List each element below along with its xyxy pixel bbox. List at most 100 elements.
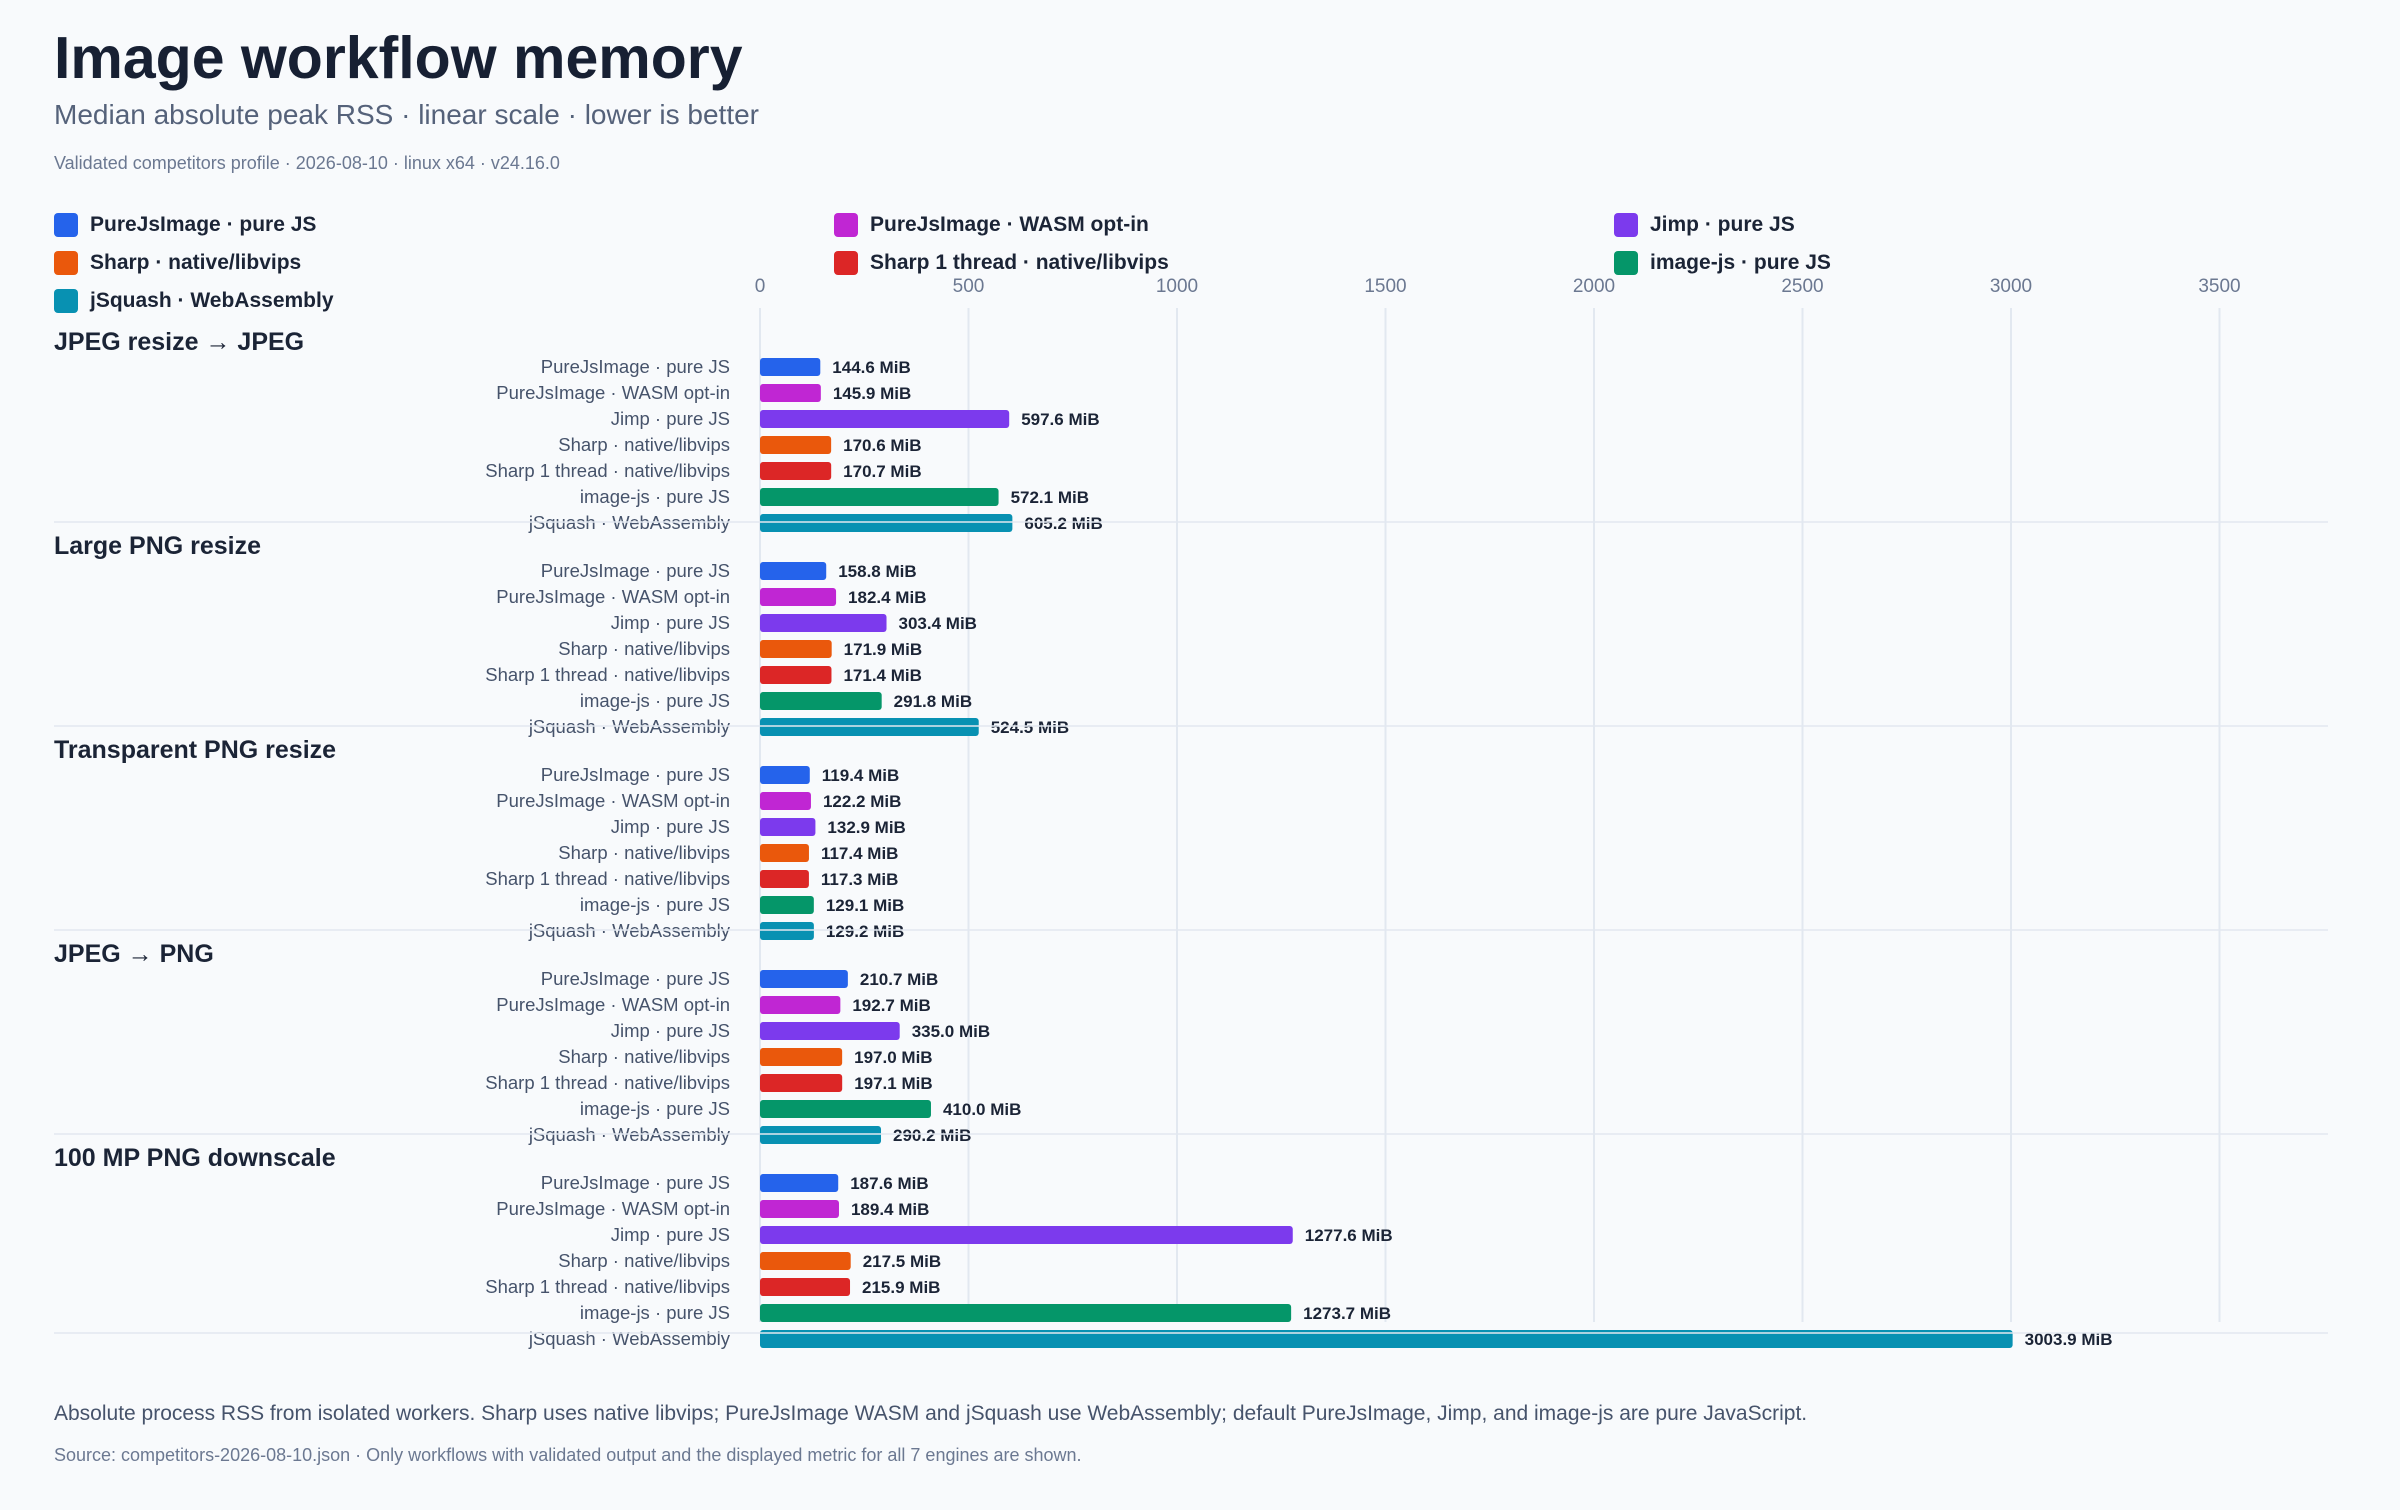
value-label: 3003.9 MiB (2025, 1330, 2113, 1349)
row-label: PureJsImage · WASM opt-in (496, 586, 730, 607)
bar (760, 588, 837, 606)
legend-item: Sharp 1 thread · native/libvips (834, 250, 1169, 276)
value-label: 171.9 MiB (844, 640, 922, 659)
value-label: 129.1 MiB (826, 896, 904, 915)
value-label: 572.1 MiB (1011, 488, 1089, 507)
legend-label: image-js · pure JS (1650, 251, 1831, 274)
x-tick-label: 500 (953, 276, 985, 297)
value-label: 171.4 MiB (843, 666, 921, 685)
value-label: 145.9 MiB (833, 384, 911, 403)
value-label: 524.5 MiB (991, 718, 1069, 737)
legend-item: jSquash · WebAssembly (54, 288, 334, 314)
bar (760, 436, 832, 454)
row-label: Jimp · pure JS (611, 1020, 730, 1041)
row-label: Sharp 1 thread · native/libvips (485, 868, 730, 889)
bar (760, 358, 821, 376)
value-label: 170.6 MiB (843, 436, 921, 455)
value-label: 1273.7 MiB (1303, 1304, 1391, 1323)
value-label: 122.2 MiB (823, 792, 901, 811)
legend-item: Sharp · native/libvips (54, 250, 301, 276)
legend-item: Jimp · pure JS (1614, 212, 1795, 238)
value-label: 144.6 MiB (832, 358, 910, 377)
group-title: JPEG → PNG (54, 940, 214, 968)
value-label: 182.4 MiB (848, 588, 926, 607)
bar (760, 1022, 900, 1040)
row-label: Jimp · pure JS (611, 408, 730, 429)
value-label: 132.9 MiB (827, 818, 905, 837)
legend-swatch (1614, 213, 1638, 237)
bar (760, 792, 811, 810)
bar (760, 1252, 851, 1270)
group-title: Large PNG resize (54, 532, 261, 560)
bar (760, 896, 814, 914)
value-label: 605.2 MiB (1024, 514, 1102, 533)
legend-swatch (1614, 251, 1638, 275)
value-label: 215.9 MiB (862, 1278, 940, 1297)
row-label: PureJsImage · pure JS (541, 764, 730, 785)
bar (760, 970, 848, 988)
value-label: 290.2 MiB (893, 1126, 971, 1145)
value-label: 210.7 MiB (860, 970, 938, 989)
value-label: 597.6 MiB (1021, 410, 1099, 429)
row-label: image-js · pure JS (580, 1098, 730, 1119)
bar (760, 1304, 1292, 1322)
bar (760, 1226, 1293, 1244)
group-title: JPEG resize → JPEG (54, 328, 304, 356)
row-label: image-js · pure JS (580, 486, 730, 507)
chart-source: Source: competitors-2026-08-10.json · On… (54, 1445, 1082, 1465)
value-label: 197.1 MiB (854, 1074, 932, 1093)
row-label: Sharp 1 thread · native/libvips (485, 1072, 730, 1093)
row-label: Jimp · pure JS (611, 816, 730, 837)
bar (760, 514, 1013, 532)
legend-item: PureJsImage · WASM opt-in (834, 212, 1149, 238)
row-label: PureJsImage · WASM opt-in (496, 994, 730, 1015)
value-label: 303.4 MiB (899, 614, 977, 633)
bar (760, 410, 1010, 428)
bar (760, 996, 841, 1014)
bar (760, 1278, 851, 1296)
row-label: Sharp 1 thread · native/libvips (485, 664, 730, 685)
x-tick-label: 2500 (1781, 276, 1823, 297)
value-label: 117.3 MiB (821, 870, 899, 889)
group-title: 100 MP PNG downscale (54, 1144, 336, 1172)
legend-label: PureJsImage · pure JS (90, 213, 317, 236)
row-label: PureJsImage · WASM opt-in (496, 790, 730, 811)
value-label: 119.4 MiB (822, 766, 900, 785)
bar (760, 1126, 882, 1144)
value-label: 192.7 MiB (852, 996, 930, 1015)
x-tick-label: 3500 (2198, 276, 2240, 297)
bar (760, 488, 999, 506)
legend-label: Sharp 1 thread · native/libvips (870, 251, 1169, 274)
bar (760, 1048, 843, 1066)
bar (760, 844, 809, 862)
bar (760, 666, 832, 684)
legend-label: Jimp · pure JS (1650, 213, 1795, 236)
row-label: PureJsImage · pure JS (541, 968, 730, 989)
legend-swatch (54, 289, 78, 313)
group-title: Transparent PNG resize (54, 736, 336, 764)
chart-title: Image workflow memory (54, 25, 743, 91)
x-tick-label: 1000 (1156, 276, 1198, 297)
bar (760, 922, 814, 940)
x-tick-label: 0 (755, 276, 766, 297)
value-label: 197.0 MiB (854, 1048, 932, 1067)
bar (760, 1100, 931, 1118)
row-label: image-js · pure JS (580, 894, 730, 915)
value-label: 1277.6 MiB (1305, 1226, 1393, 1245)
value-label: 291.8 MiB (894, 692, 972, 711)
value-label: 117.4 MiB (821, 844, 899, 863)
row-label: Sharp · native/libvips (558, 1046, 730, 1067)
bar (760, 692, 882, 710)
row-label: jSquash · WebAssembly (528, 1328, 731, 1349)
value-label: 189.4 MiB (851, 1200, 929, 1219)
row-label: Sharp 1 thread · native/libvips (485, 460, 730, 481)
row-label: Jimp · pure JS (611, 1224, 730, 1245)
value-label: 335.0 MiB (912, 1022, 990, 1041)
chart-meta: Validated competitors profile · 2026-08-… (54, 153, 560, 173)
legend-label: PureJsImage · WASM opt-in (870, 213, 1149, 236)
row-label: image-js · pure JS (580, 1302, 730, 1323)
bar (760, 1200, 839, 1218)
row-label: image-js · pure JS (580, 690, 730, 711)
row-label: Sharp 1 thread · native/libvips (485, 1276, 730, 1297)
row-label: PureJsImage · pure JS (541, 560, 730, 581)
